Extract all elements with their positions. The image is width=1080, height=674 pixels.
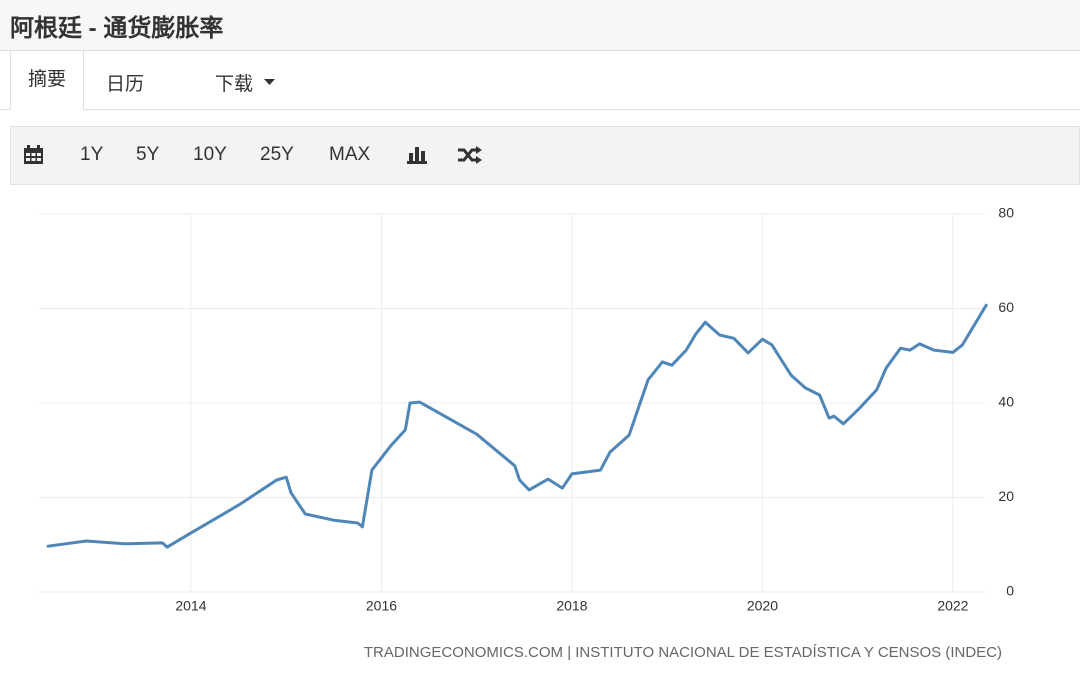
range-button[interactable]: 1Y [80,144,104,165]
compare-icon[interactable] [458,146,482,164]
y-tick-label: 20 [998,488,1014,504]
range-button[interactable]: 5Y [136,144,160,165]
range-button[interactable]: 25Y [260,144,294,165]
tab[interactable]: 日历 [106,74,145,95]
dropdown-caret [264,79,275,85]
x-tick-label: 2018 [556,598,587,614]
page-title: 阿根廷 - 通货膨胀率 [10,15,224,42]
y-tick-label: 0 [1006,583,1014,599]
toolbar: 1Y 5Y 10Y 25Y MAX [10,126,1080,185]
calendar-icon[interactable] [24,145,44,165]
x-tick-label: 2020 [747,598,778,614]
tab[interactable]: 下载 [215,74,254,95]
source: TRADINGECONOMICS.COM | INSTITUTO NACIONA… [364,644,1002,661]
x-tick-label: 2014 [175,598,206,614]
chart: TRADINGECONOMICS.COM | INSTITUTO NACIONA… [38,205,1014,661]
tab[interactable]: 摘要 [10,51,84,110]
chart-type-icon[interactable] [407,146,427,164]
tab-bar: 摘要 日历 下载 [0,51,1080,110]
y-tick-label: 80 [998,205,1014,221]
range-button[interactable]: 10Y [193,144,227,165]
data-line [46,303,988,549]
x-tick-label: 2016 [366,598,397,614]
range-button[interactable]: MAX [329,144,371,165]
header: 阿根廷 - 通货膨胀率 [0,0,1080,51]
x-tick-label: 2022 [937,598,968,614]
y-tick-label: 60 [998,299,1014,315]
y-tick-label: 40 [998,394,1014,410]
